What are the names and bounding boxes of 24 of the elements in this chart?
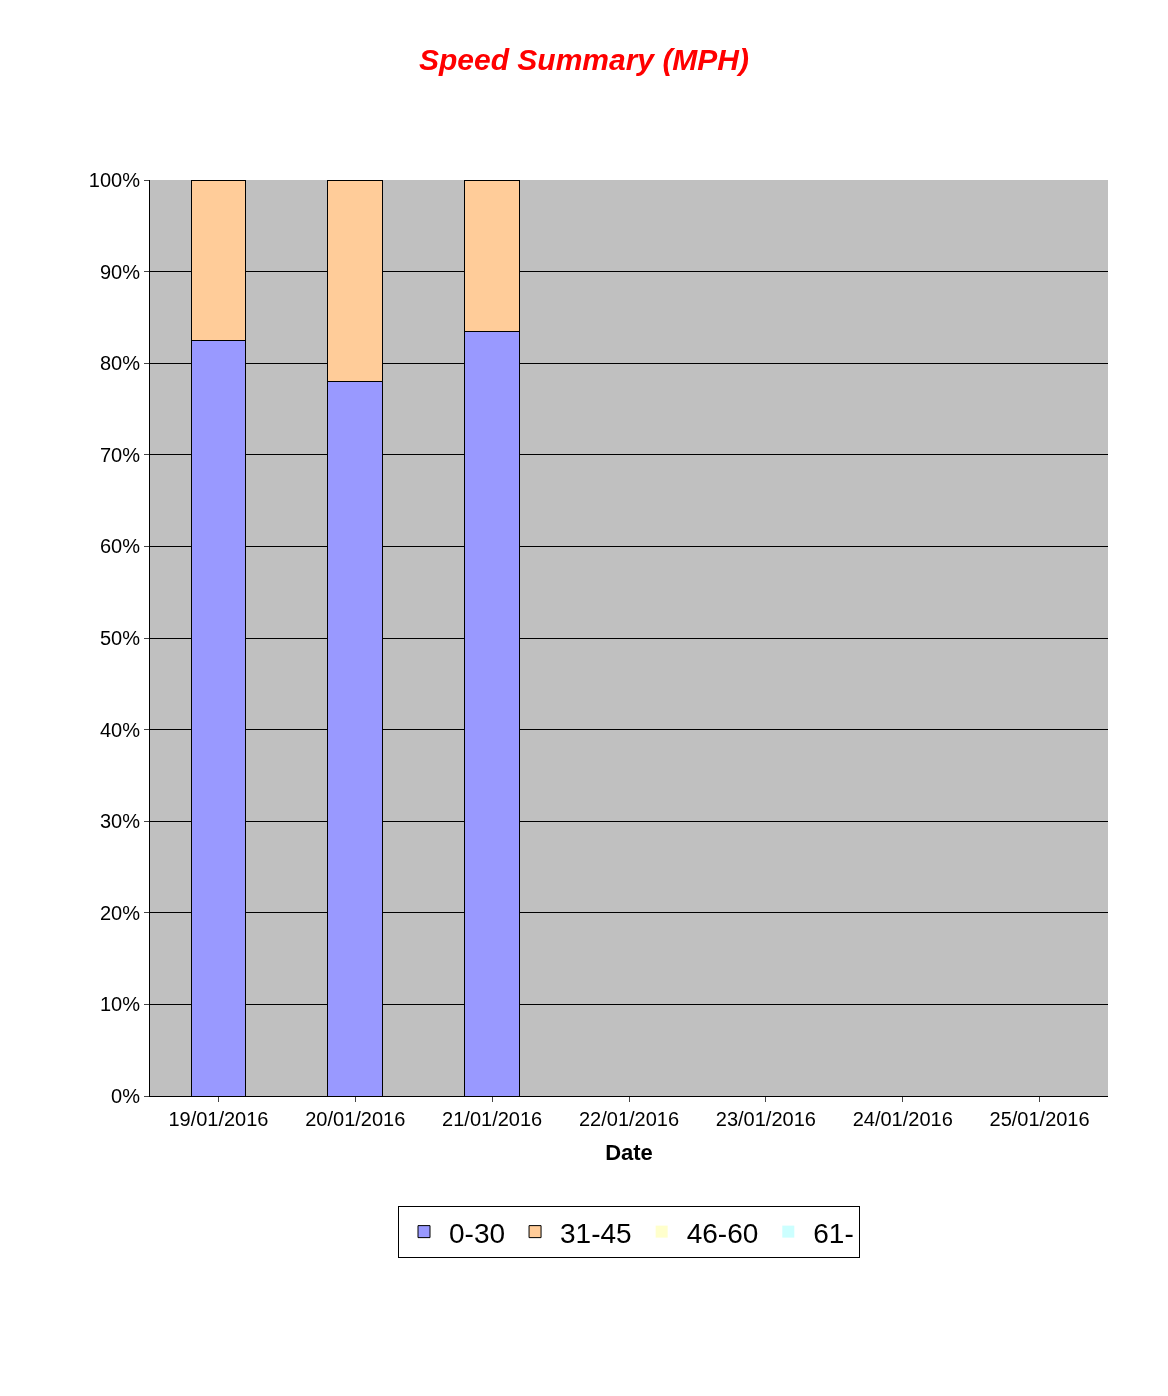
y-tick-label: 50% xyxy=(99,627,141,649)
y-tick-label: 40% xyxy=(99,718,141,741)
y-tick-label: 30% xyxy=(99,810,141,833)
chart-title: Speed Summary (MPH) xyxy=(418,42,750,76)
legend-label: 31-45 xyxy=(560,1217,632,1249)
y-tick-label: 20% xyxy=(99,901,141,924)
y-tick-label: 80% xyxy=(99,352,141,375)
y-tick-label: 60% xyxy=(99,535,141,558)
x-tick-label: 20/01/2016 xyxy=(305,1108,406,1130)
x-tick-label: 21/01/2016 xyxy=(442,1108,543,1130)
y-tick-label: 100% xyxy=(88,169,141,191)
x-tick-label: 24/01/2016 xyxy=(852,1108,953,1130)
legend-label: 61- xyxy=(813,1217,854,1249)
x-tick-label: 19/01/2016 xyxy=(168,1108,269,1130)
x-tick-label: 25/01/2016 xyxy=(989,1108,1090,1130)
x-axis-title: Date xyxy=(605,1139,653,1165)
y-tick-label: 0% xyxy=(111,1085,141,1107)
y-tick-label: 90% xyxy=(99,260,141,283)
x-tick-label: 22/01/2016 xyxy=(578,1108,680,1130)
legend-label: 46-60 xyxy=(686,1217,759,1249)
legend-label: 0-30 xyxy=(449,1217,506,1249)
y-tick-label: 70% xyxy=(99,443,141,466)
y-tick-label: 10% xyxy=(99,993,141,1016)
x-tick-label: 23/01/2016 xyxy=(715,1108,816,1130)
